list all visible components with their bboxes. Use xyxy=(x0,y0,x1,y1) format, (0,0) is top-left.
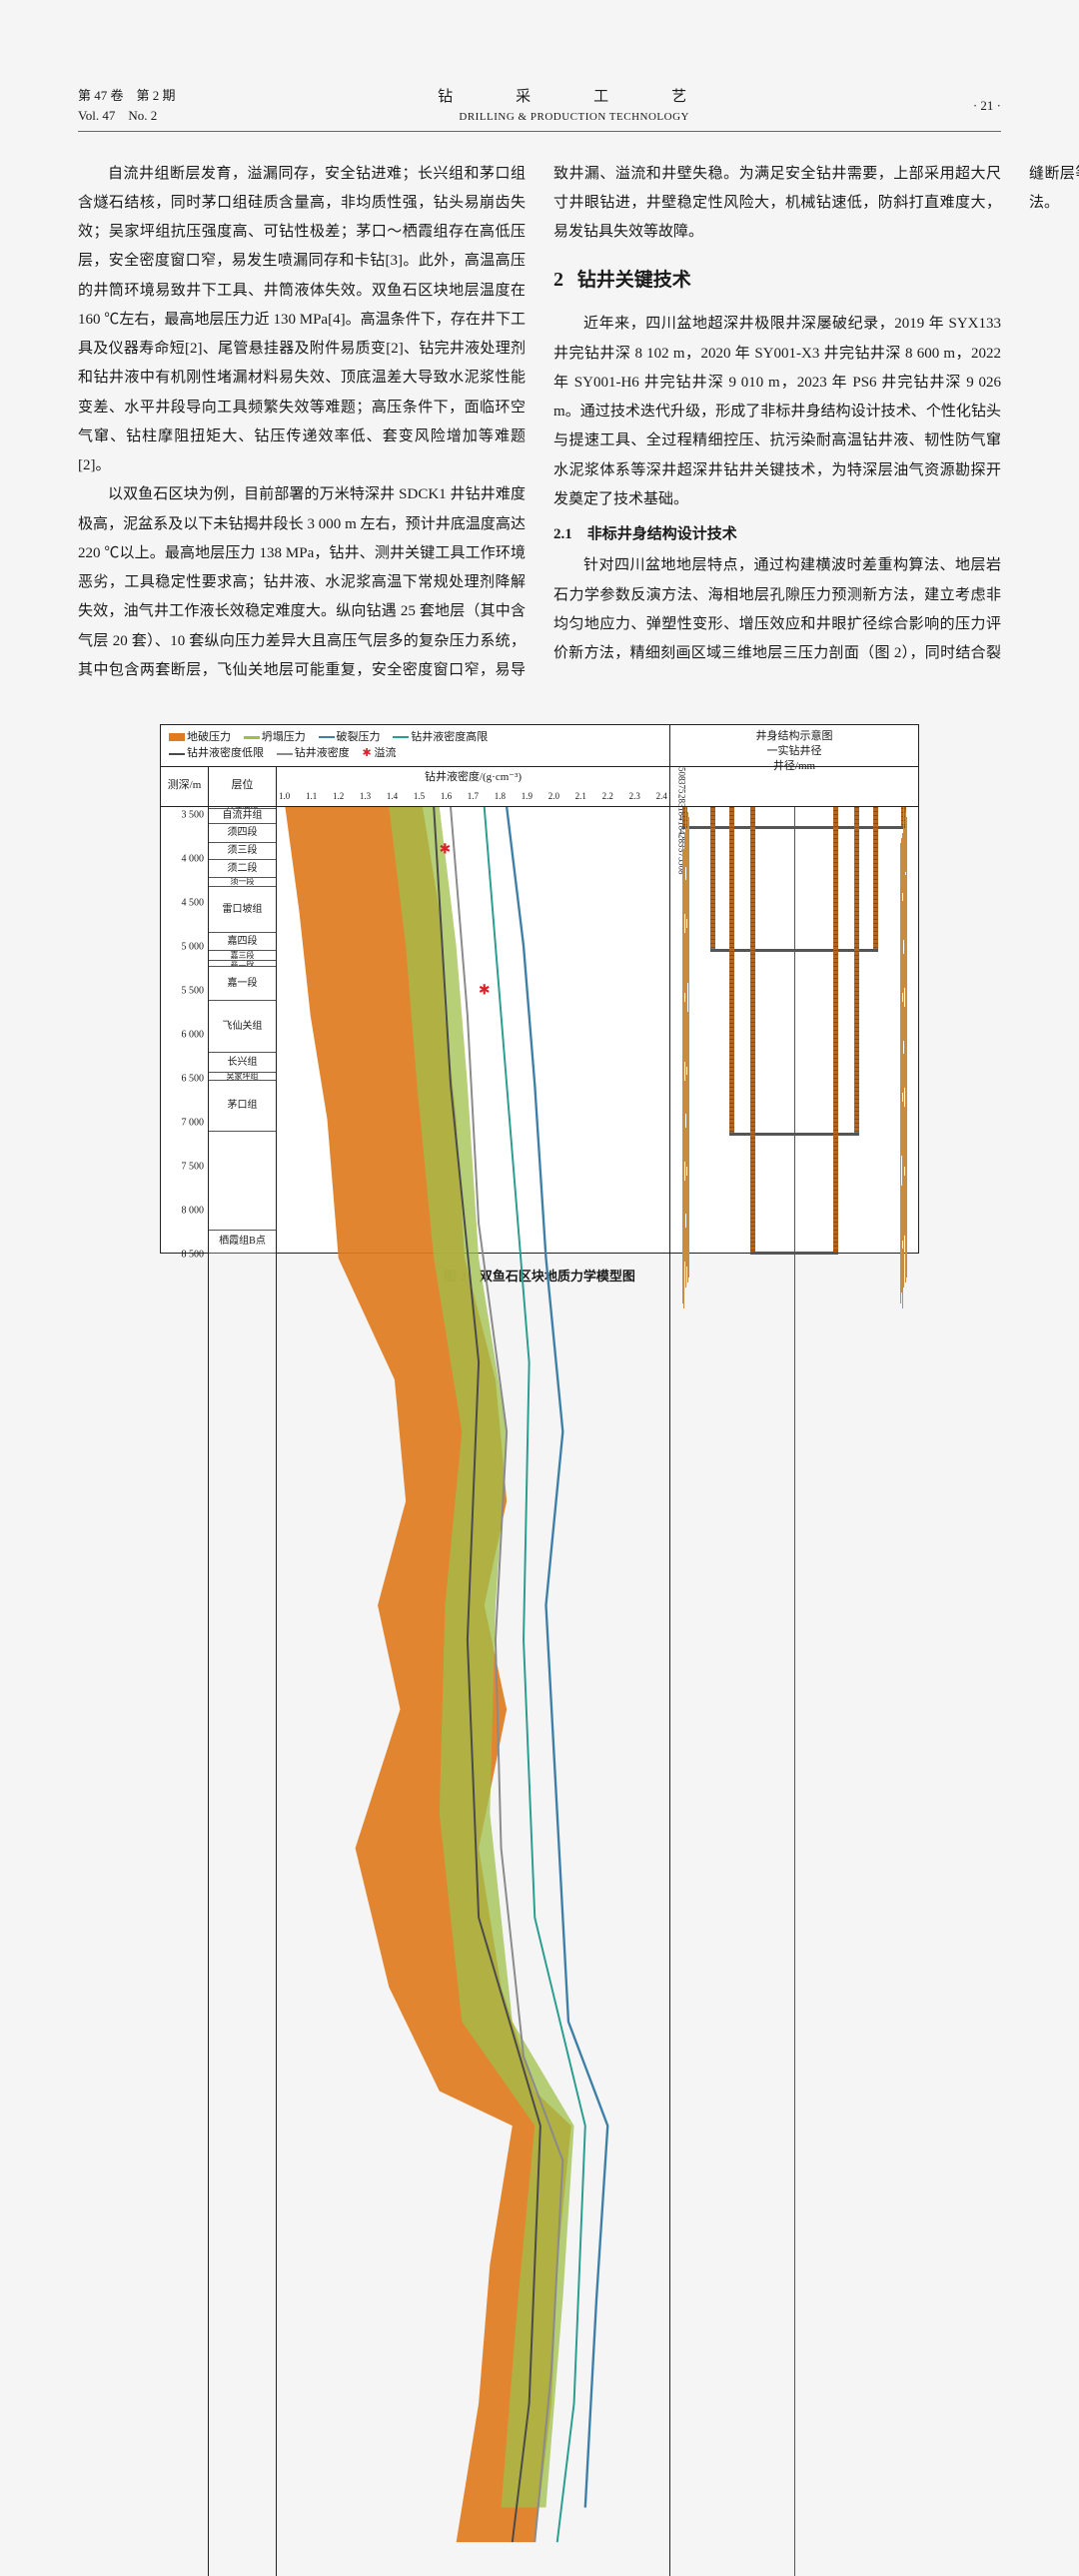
pressure-chart: ✱✱ xyxy=(277,807,670,2576)
header-journal: 钻 采 工 艺 DRILLING & PRODUCTION TECHNOLOGY xyxy=(176,85,973,127)
strata-column: 沙溪庙组自流井组须四段须三段须二段须一段雷口坡组嘉四段嘉三段嘉二段嘉一段飞仙关组… xyxy=(209,807,277,2576)
body-columns: 自流井组断层发育，溢漏同存，安全钻进难；长兴组和茅口组含燧石结核，同时茅口组硅质… xyxy=(78,160,1001,704)
star-icon: ✱ xyxy=(363,747,372,759)
para-1: 自流井组断层发育，溢漏同存，安全钻进难；长兴组和茅口组含燧石结核，同时茅口组硅质… xyxy=(78,160,526,481)
chart-column-headers: 测深/m 层位 钻井液密度/(g·cm⁻³) 1.01.11.21.31.41.… xyxy=(161,767,918,807)
diameter-ticks: 508375283184184283375508 xyxy=(670,767,918,806)
vol-cn: 第 47 卷 第 2 期 xyxy=(78,86,176,106)
h2-text: 钻井关键技术 xyxy=(577,270,691,291)
leg-collapse: 坍塌压力 xyxy=(262,731,306,743)
subsection-2-1: 2.1 非标井身结构设计技术 xyxy=(553,520,1001,549)
h2-num: 2 xyxy=(553,269,563,291)
vol-en: Vol. 47 No. 2 xyxy=(78,106,176,126)
chart-svg xyxy=(277,807,669,2576)
leg-mudlo: 钻井液密度低限 xyxy=(187,747,264,759)
page-header: 第 47 卷 第 2 期 Vol. 47 No. 2 钻 采 工 艺 DRILL… xyxy=(78,85,1001,132)
chart-body: 3 5004 0004 5005 0005 5006 0006 5007 000… xyxy=(161,807,918,2576)
journal-en: DRILLING & PRODUCTION TECHNOLOGY xyxy=(176,109,973,127)
hdr-density-label: 钻井液密度/(g·cm⁻³) xyxy=(425,767,522,788)
legend-left: 地破压力 坍塌压力 破裂压力 钻井液密度高限 钻井液密度低限 钻井液密度 ✱ 溢… xyxy=(161,725,670,766)
leg-overflow: 溢流 xyxy=(374,747,396,759)
leg-fracture: 破裂压力 xyxy=(337,731,381,743)
hdr-strata: 层位 xyxy=(209,767,277,806)
journal-cn: 钻 采 工 艺 xyxy=(176,85,973,109)
casing-diagram xyxy=(670,807,918,2576)
header-volume: 第 47 卷 第 2 期 Vol. 47 No. 2 xyxy=(78,86,176,125)
legend-right: 井身结构示意图 一实钻井径 井径/mm xyxy=(670,725,918,766)
hdr-casing: 508375283184184283375508 xyxy=(670,767,918,806)
section-heading-2: 2 钻井关键技术 xyxy=(553,261,1001,300)
leg-mudhi: 钻井液密度高限 xyxy=(411,731,488,743)
hdr-depth: 测深/m xyxy=(161,767,209,806)
depth-axis: 3 5004 0004 5005 0005 5006 0006 5007 000… xyxy=(161,807,209,2576)
chart-legend: 地破压力 坍塌压力 破裂压力 钻井液密度高限 钻井液密度低限 钻井液密度 ✱ 溢… xyxy=(161,725,918,767)
hdr-density: 钻井液密度/(g·cm⁻³) 1.01.11.21.31.41.51.61.71… xyxy=(277,767,670,806)
x-axis-ticks: 1.01.11.21.31.41.51.61.71.81.92.02.12.22… xyxy=(277,788,669,806)
leg-r-title: 井身结构示意图 xyxy=(678,729,910,744)
leg-geo: 地破压力 xyxy=(187,731,231,743)
para-3: 近年来，四川盆地超深井极限井深屡破纪录，2019 年 SYX133 井完钻井深 … xyxy=(553,310,1001,514)
page-number: · 21 · xyxy=(973,93,1001,118)
figure-2: 地破压力 坍塌压力 破裂压力 钻井液密度高限 钻井液密度低限 钻井液密度 ✱ 溢… xyxy=(78,724,1001,1288)
leg-r-l1: 一实钻井径 xyxy=(678,744,910,759)
leg-mud: 钻井液密度 xyxy=(295,747,350,759)
chart-container: 地破压力 坍塌压力 破裂压力 钻井液密度高限 钻井液密度低限 钻井液密度 ✱ 溢… xyxy=(160,724,919,1254)
